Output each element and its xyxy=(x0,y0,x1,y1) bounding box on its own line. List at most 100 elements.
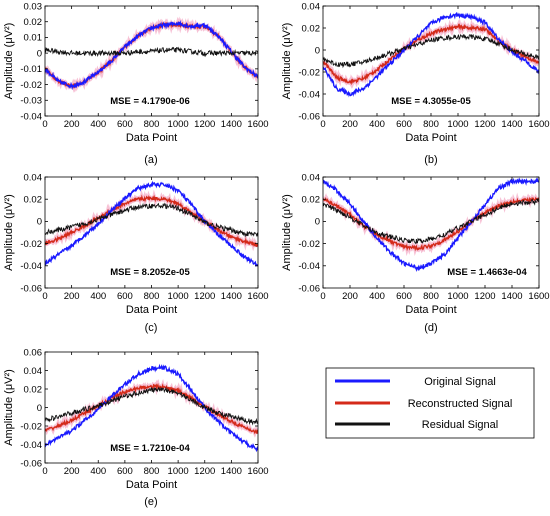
legend-label: Reconstructed Signal xyxy=(408,398,513,410)
series-line-residual-signal xyxy=(323,197,539,244)
y-tick-label: 0.01 xyxy=(24,33,43,44)
y-tick-label: -0.04 xyxy=(20,261,42,272)
x-tick-label: 1200 xyxy=(194,466,215,477)
y-tick-label: 0.02 xyxy=(24,384,43,395)
x-tick-label: 1600 xyxy=(528,291,549,302)
y-tick-label: 0 xyxy=(37,48,42,59)
x-tick-label: 1400 xyxy=(501,119,522,130)
x-tick-label: 1600 xyxy=(247,291,268,302)
series-line-reconstructed-signal xyxy=(45,194,258,247)
x-tick-label: 600 xyxy=(396,119,412,130)
y-tick-label: 0.06 xyxy=(24,347,43,358)
legend-label: Original Signal xyxy=(424,376,496,388)
mse-annotation: MSE = 8.2052e-05 xyxy=(110,267,190,278)
x-tick-label: 200 xyxy=(64,119,80,130)
x-tick-label: 200 xyxy=(64,291,80,302)
y-tick-label: -0.06 xyxy=(20,458,42,469)
y-tick-label: 0.04 xyxy=(24,172,43,183)
y-axis-label: Amplitude (μV²) xyxy=(3,23,15,100)
y-tick-label: 0 xyxy=(315,45,320,56)
y-tick-label: 0.02 xyxy=(24,195,43,206)
series-lines xyxy=(45,363,258,453)
series-line-original-signal xyxy=(323,11,539,98)
y-tick-label: -0.04 xyxy=(298,89,320,100)
y-tick-label: 0.02 xyxy=(24,17,43,28)
y-tick-label: -0.04 xyxy=(298,261,320,272)
chart-panel-d: 0 200 400 600 800 1000 1200 1400 1600 -0.06 -0.04 -… xyxy=(281,172,550,334)
series-line-original-signal xyxy=(45,180,258,267)
x-tick-label: 1000 xyxy=(168,291,189,302)
series-halo-reconstructed-signal xyxy=(45,378,258,438)
x-axis-label: Data Point xyxy=(126,304,177,316)
y-tick-label: -0.04 xyxy=(20,111,42,122)
series-line-reconstructed-signal xyxy=(323,23,539,86)
legend: Original Signal Reconstructed Signal Resid… xyxy=(325,367,535,439)
x-tick-label: 0 xyxy=(42,119,47,130)
x-tick-label: 1200 xyxy=(474,119,495,130)
x-tick-label: 0 xyxy=(42,291,47,302)
x-tick-label: 0 xyxy=(320,119,325,130)
panel-label: (e) xyxy=(144,496,157,508)
series-line-residual-signal xyxy=(45,46,258,58)
x-tick-label: 200 xyxy=(342,119,358,130)
x-tick-label: 400 xyxy=(90,466,106,477)
series-halo-reconstructed-signal xyxy=(45,189,258,252)
x-tick-label: 600 xyxy=(396,291,412,302)
mse-annotation: MSE = 1.4663e-04 xyxy=(447,267,527,278)
x-tick-label: 1600 xyxy=(247,119,268,130)
chart-panel-e: 0 200 400 600 800 1000 1200 1400 1600 -0.06 -0.04 -… xyxy=(3,347,269,508)
series-line-residual-signal xyxy=(45,386,258,426)
series-line-original-signal xyxy=(45,20,258,91)
series-line-reconstructed-signal xyxy=(45,382,258,435)
legend-label: Residual Signal xyxy=(422,419,498,431)
x-tick-label: 1400 xyxy=(501,291,522,302)
x-tick-label: 1600 xyxy=(247,466,268,477)
x-tick-label: 1000 xyxy=(447,291,468,302)
x-tick-label: 800 xyxy=(423,119,439,130)
y-tick-label: 0.04 xyxy=(24,366,43,377)
x-tick-label: 1600 xyxy=(528,119,549,130)
y-tick-label: -0.02 xyxy=(298,239,320,250)
y-axis-label: Amplitude (μV²) xyxy=(281,23,293,100)
chart-panel-a: 0 200 400 600 800 1000 1200 1400 1600 -0.04 -0.03 -… xyxy=(3,1,269,166)
y-tick-label: -0.01 xyxy=(20,64,42,75)
y-tick-label: 0.02 xyxy=(302,195,321,206)
y-tick-label: 0 xyxy=(315,217,320,228)
y-axis-label: Amplitude (μV²) xyxy=(3,369,15,446)
series-lines xyxy=(45,16,258,93)
x-axis-label: Data Point xyxy=(405,304,456,316)
series-lines xyxy=(45,180,258,267)
series-line-residual-signal xyxy=(323,33,539,69)
panel-label: (d) xyxy=(424,322,437,334)
x-tick-label: 200 xyxy=(342,291,358,302)
x-tick-label: 1200 xyxy=(474,291,495,302)
series-line-original-signal xyxy=(323,177,539,272)
y-tick-label: -0.02 xyxy=(20,80,42,91)
mse-annotation: MSE = 4.3055e-05 xyxy=(391,96,471,107)
x-tick-label: 600 xyxy=(117,466,133,477)
x-tick-label: 1400 xyxy=(221,291,242,302)
y-tick-label: 0.04 xyxy=(302,1,321,12)
x-tick-label: 1400 xyxy=(221,119,242,130)
series-lines xyxy=(323,11,539,98)
panel-label: (c) xyxy=(145,322,158,334)
x-tick-label: 800 xyxy=(144,466,160,477)
y-tick-label: 0.02 xyxy=(302,23,321,34)
x-tick-label: 1000 xyxy=(168,119,189,130)
y-tick-label: 0.04 xyxy=(302,172,321,183)
y-tick-label: 0 xyxy=(37,217,42,228)
x-tick-label: 1000 xyxy=(168,466,189,477)
y-tick-label: -0.02 xyxy=(20,239,42,250)
x-tick-label: 400 xyxy=(369,291,385,302)
x-tick-label: 1400 xyxy=(221,466,242,477)
y-axis-label: Amplitude (μV²) xyxy=(281,194,293,271)
x-tick-label: 600 xyxy=(117,119,133,130)
x-tick-label: 600 xyxy=(117,291,133,302)
y-tick-label: -0.06 xyxy=(298,111,320,122)
y-tick-label: -0.06 xyxy=(20,283,42,294)
y-tick-label: -0.02 xyxy=(20,421,42,432)
y-tick-label: -0.02 xyxy=(298,67,320,78)
mse-annotation: MSE = 1.7210e-04 xyxy=(110,443,190,454)
x-tick-label: 800 xyxy=(144,119,160,130)
